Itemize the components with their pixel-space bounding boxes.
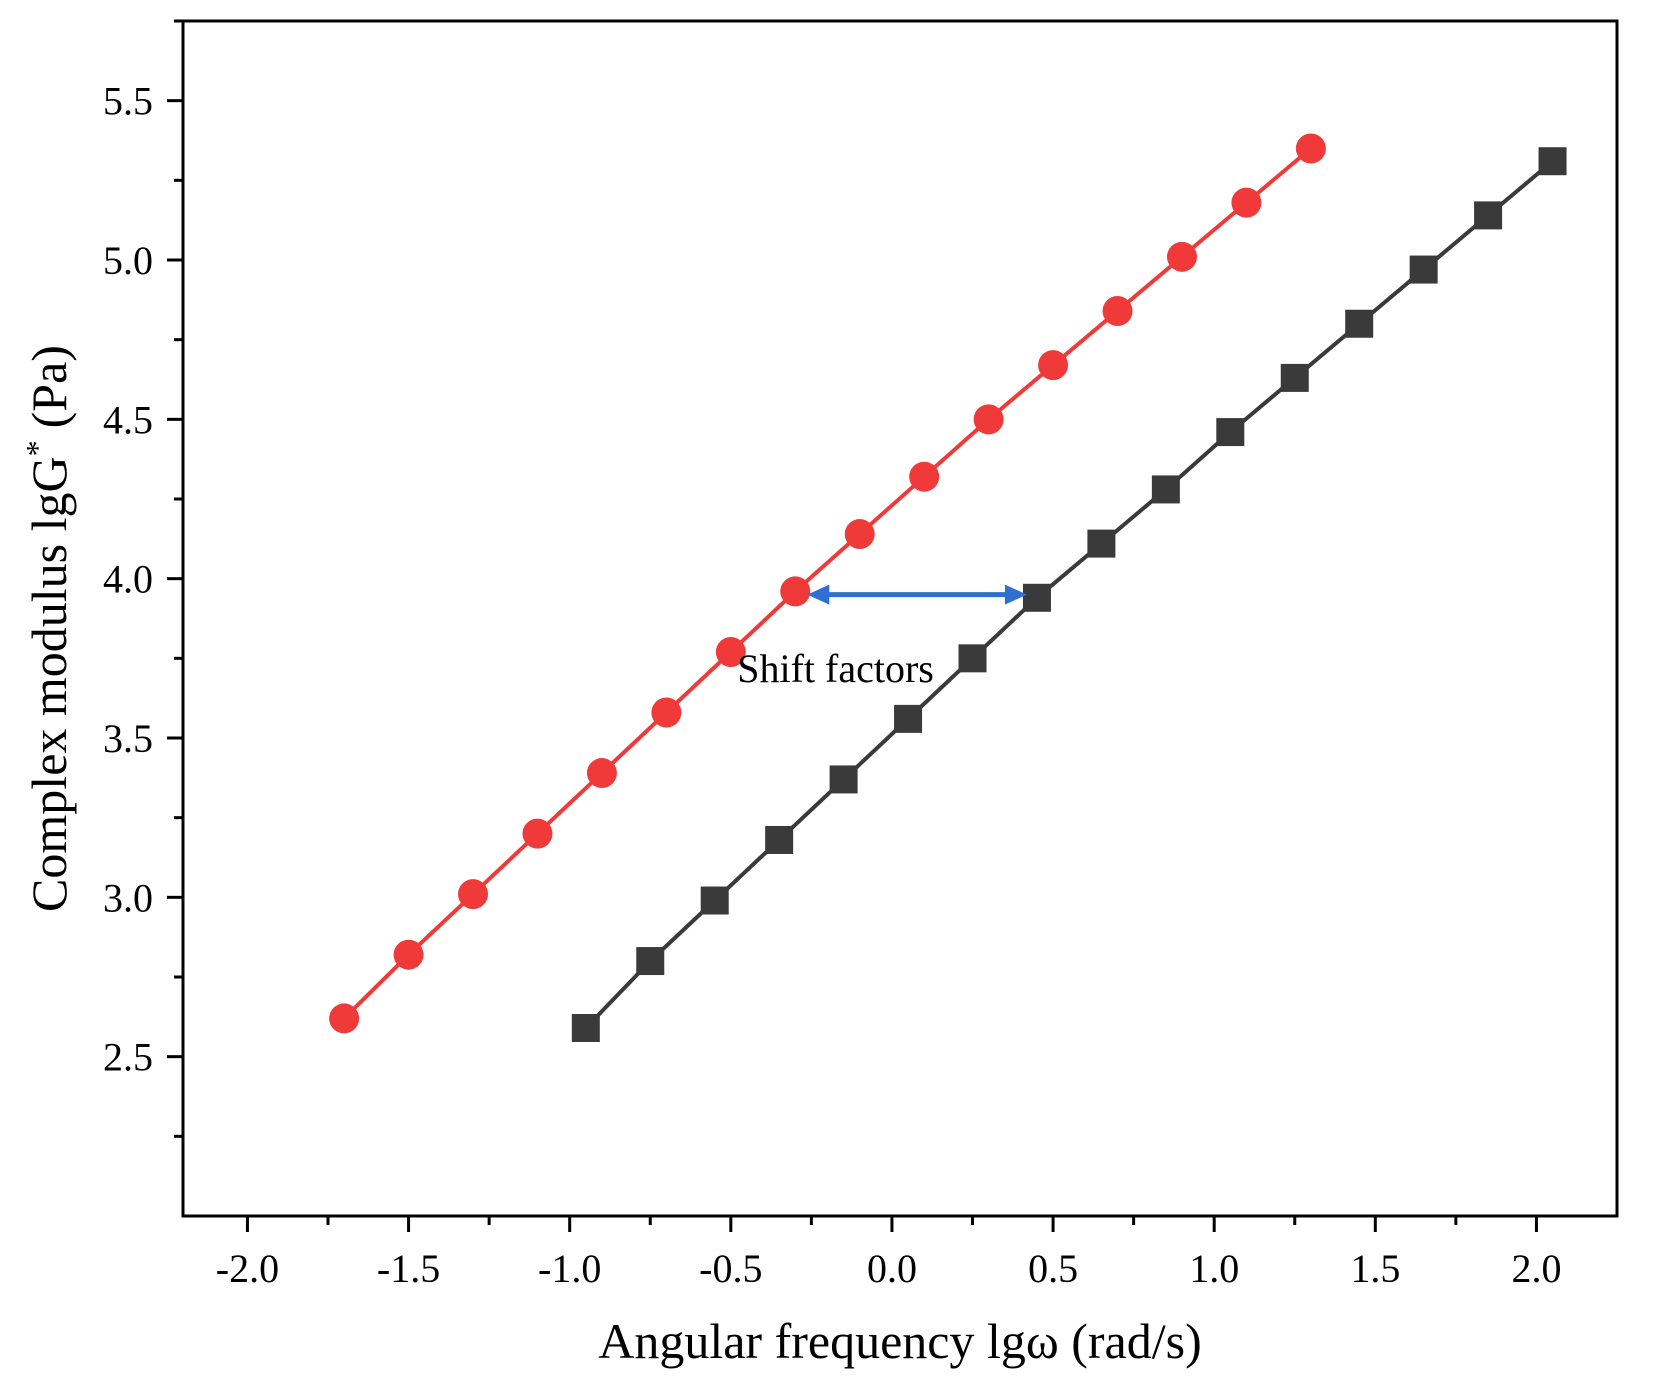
red-circles-point (1231, 187, 1262, 218)
red-circles-point (715, 636, 746, 667)
shift-factors-label: Shift factors (737, 646, 934, 691)
red-circles-point (844, 519, 875, 550)
red-circles-point (651, 697, 682, 728)
black-squares-point (1151, 475, 1180, 504)
black-squares-point (636, 947, 665, 976)
red-circles-point (522, 818, 553, 849)
x-tick-label: -2.0 (216, 1246, 279, 1291)
red-circles-point (973, 404, 1004, 435)
red-circles-point (780, 576, 811, 607)
red-circles-point (1166, 241, 1197, 272)
y-tick-label: 3.5 (103, 716, 153, 761)
red-circles-point (1102, 295, 1133, 326)
red-circles-point (1295, 133, 1326, 164)
red-circles-point (909, 461, 940, 492)
red-circles-point (458, 879, 489, 910)
black-squares-point (1216, 418, 1245, 447)
y-tick-label: 2.5 (103, 1035, 153, 1080)
y-axis-title: Complex modulus lgG* (Pa) (19, 345, 77, 912)
black-squares-point (894, 704, 923, 733)
y-axis-title-unit: (Pa) (21, 345, 77, 428)
x-tick-label: -1.5 (377, 1246, 440, 1291)
y-tick-label: 4.0 (103, 557, 153, 602)
y-axis-title-superscript: * (19, 440, 55, 456)
tick-layer (167, 19, 1538, 1232)
red-circles-point (1038, 350, 1069, 381)
black-squares-point (1474, 201, 1503, 230)
x-tick-label: 1.0 (1189, 1246, 1239, 1291)
red-circles-point (329, 1003, 360, 1034)
red-circles-point (393, 939, 424, 970)
x-tick-label: 1.5 (1350, 1246, 1400, 1291)
black-squares-point (700, 886, 729, 915)
x-tick-label: 0.5 (1028, 1246, 1078, 1291)
black-squares-point (1280, 363, 1309, 392)
annotation-layer: Shift factors (737, 584, 1027, 691)
black-squares-point (958, 644, 987, 673)
x-tick-label: -0.5 (699, 1246, 762, 1291)
shift-arrow-left-head (807, 584, 830, 605)
y-tick-label: 4.5 (103, 397, 153, 442)
x-tick-label: -1.0 (538, 1246, 601, 1291)
series-layer (329, 133, 1567, 1042)
label-layer: -2.0 -1.5 -1.0 -0.5 0.0 0.5 1.0 1.5 2.0 2.5 3.0 3.5… (103, 79, 1561, 1291)
x-axis-title: Angular frequency lgω (rad/s) (598, 1313, 1202, 1369)
red-circles-point (586, 758, 617, 789)
shift-arrow-right-head (1004, 584, 1027, 605)
x-tick-label: 2.0 (1511, 1246, 1561, 1291)
black-squares-line (584, 159, 1554, 1030)
black-squares-point (1087, 529, 1116, 558)
y-axis-title-main: Complex modulus lgG (21, 456, 77, 912)
x-tick-label: 0.0 (867, 1246, 917, 1291)
black-squares-point (1409, 255, 1438, 284)
black-squares-point (765, 825, 794, 854)
black-squares-point (1538, 147, 1567, 176)
black-squares-point (1022, 583, 1051, 612)
y-tick-label: 3.0 (103, 875, 153, 920)
y-tick-label: 5.5 (103, 79, 153, 124)
y-tick-label: 5.0 (103, 238, 153, 283)
black-squares-point (1345, 309, 1374, 338)
plot-frame (181, 19, 1619, 1218)
black-squares-point (571, 1013, 600, 1042)
red-circles-line (342, 146, 1313, 1020)
black-squares-point (829, 765, 858, 794)
